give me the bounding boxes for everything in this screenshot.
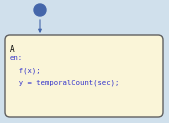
Text: y = temporalCount(sec);: y = temporalCount(sec); (10, 79, 119, 85)
Text: A: A (10, 45, 15, 54)
Text: f(x);: f(x); (10, 67, 41, 74)
FancyBboxPatch shape (5, 35, 163, 117)
Circle shape (34, 4, 46, 16)
Text: en:: en: (10, 55, 23, 61)
